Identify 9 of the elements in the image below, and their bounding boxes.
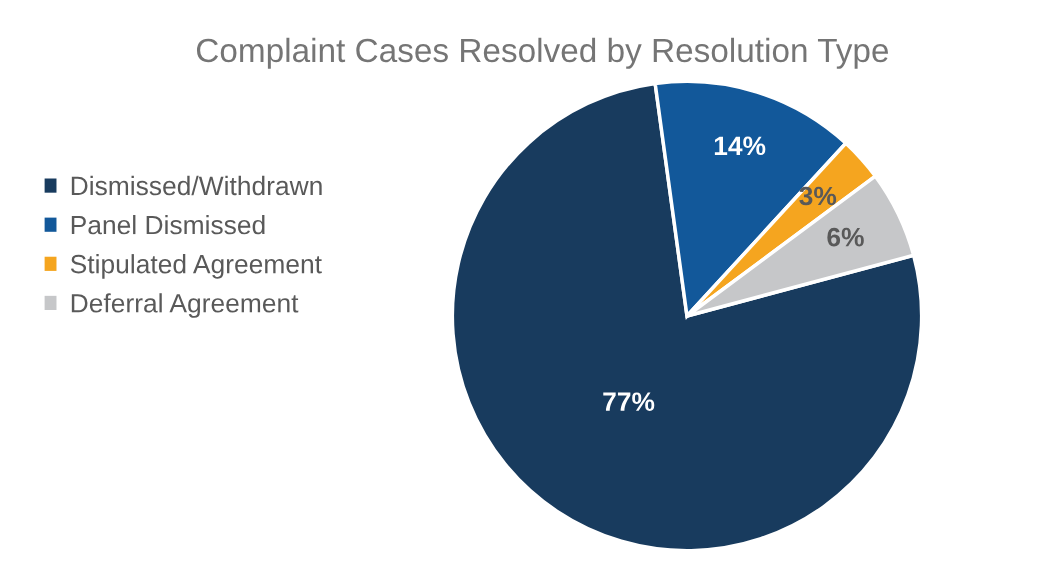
legend-label: Stipulated Agreement <box>70 254 322 279</box>
legend-label: Panel Dismissed <box>71 214 265 235</box>
data-label: 77% <box>603 392 655 411</box>
legend-label: Deferral Agreement <box>71 293 299 318</box>
data-label: 6% <box>827 227 864 247</box>
chart-title: Complaint Cases Resolved by Resolution Type <box>196 37 888 69</box>
legend-label: Dismissed/Withdrawn <box>71 175 322 196</box>
data-label: 3% <box>799 186 837 206</box>
data-label: 14% <box>714 136 766 156</box>
